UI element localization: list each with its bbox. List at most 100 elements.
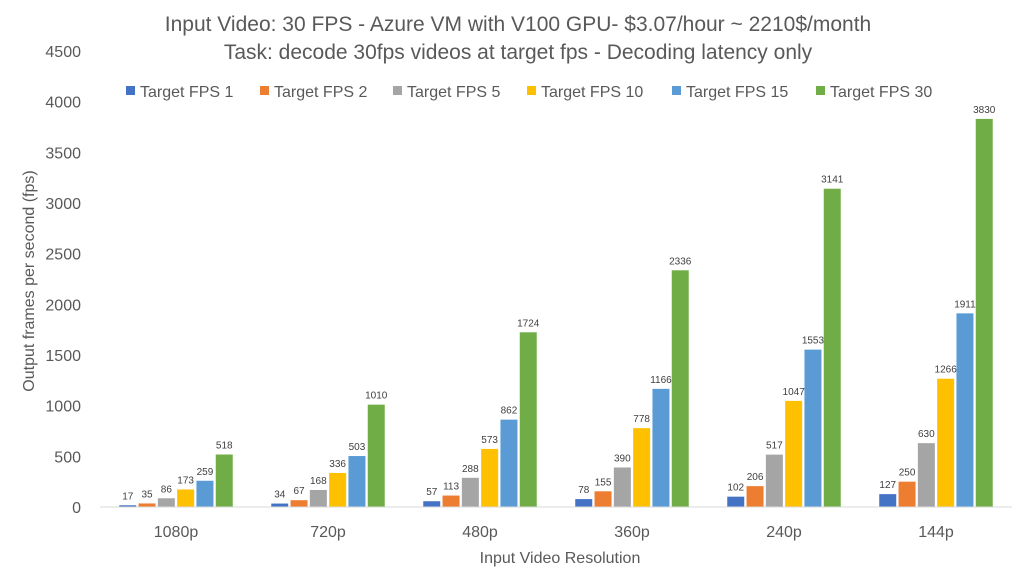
y-tick-label: 500: [54, 449, 81, 466]
legend-swatch: [393, 86, 402, 95]
y-tick-label: 4500: [45, 44, 81, 61]
bar: [461, 477, 479, 507]
y-tick-label: 2000: [45, 297, 81, 314]
x-axis-ticks: 1080p 720p 480p 360p 240p 144p: [154, 524, 954, 541]
bar: [271, 503, 289, 507]
bar: [975, 118, 993, 507]
data-label: 155: [595, 477, 612, 488]
bar: [956, 313, 974, 507]
bar: [348, 456, 366, 507]
bar: [575, 499, 593, 507]
bar: [594, 491, 612, 507]
data-label: 390: [614, 453, 631, 464]
bar: [785, 400, 803, 507]
y-tick-label: 1500: [45, 348, 81, 365]
data-label: 573: [481, 435, 498, 446]
data-label: 517: [766, 441, 783, 452]
y-tick-label: 4000: [45, 95, 81, 112]
y-axis-ticks: 0 500 1000 1500 2000 2500 3000 3500 4000 4500: [45, 44, 81, 517]
data-label: 206: [747, 472, 764, 483]
data-label: 1911: [954, 299, 976, 310]
data-label: 250: [899, 468, 916, 479]
y-axis-title: Output frames per second (fps): [21, 170, 38, 391]
data-label: 168: [310, 476, 327, 487]
legend-swatch: [260, 86, 269, 95]
data-label: 3141: [821, 175, 844, 186]
bar: [309, 489, 327, 507]
x-axis-title: Input Video Resolution: [480, 550, 641, 567]
bar: [633, 428, 651, 507]
bar: [879, 494, 897, 507]
bar: [727, 496, 745, 507]
legend-swatch: [816, 86, 825, 95]
data-label: 259: [197, 467, 214, 478]
y-tick-label: 3500: [45, 145, 81, 162]
bar: [519, 332, 537, 507]
data-label: 78: [578, 485, 590, 496]
legend-label: Target FPS 15: [686, 84, 788, 101]
chart-subtitle: Task: decode 30fps videos at target fps …: [224, 41, 813, 64]
bar: [823, 188, 841, 507]
data-label: 518: [216, 441, 233, 452]
x-tick-label: 720p: [310, 524, 346, 541]
bar: [196, 480, 214, 507]
data-label: 17: [122, 491, 134, 502]
bar: [613, 467, 631, 507]
data-label: 778: [633, 414, 650, 425]
bar: [937, 378, 955, 507]
data-label: 288: [462, 464, 479, 475]
bar: [367, 404, 385, 507]
data-label: 630: [918, 429, 935, 440]
data-label: 1166: [650, 375, 672, 386]
y-tick-label: 1000: [45, 399, 81, 416]
x-tick-label: 240p: [766, 524, 802, 541]
data-label: 86: [161, 484, 173, 495]
legend-label: Target FPS 10: [541, 84, 643, 101]
data-label: 503: [349, 442, 366, 453]
legend-swatch: [672, 86, 681, 95]
bar: [329, 472, 347, 507]
bar: [765, 454, 783, 507]
x-tick-label: 360p: [614, 524, 650, 541]
bar: [898, 481, 916, 507]
data-label: 173: [177, 475, 194, 486]
bar: [119, 505, 137, 507]
bar: [652, 388, 670, 507]
data-label: 1553: [802, 336, 825, 347]
legend-label: Target FPS 5: [407, 84, 500, 101]
data-label: 1724: [517, 318, 540, 329]
bar: [746, 486, 764, 507]
bar: [177, 489, 195, 507]
data-label: 113: [443, 482, 459, 493]
data-label: 102: [727, 483, 744, 494]
data-label: 1010: [365, 391, 388, 402]
bar: [917, 443, 935, 507]
bar: [500, 419, 518, 507]
data-label: 67: [293, 486, 305, 497]
x-tick-label: 480p: [462, 524, 498, 541]
x-tick-label: 144p: [918, 524, 954, 541]
bar: [481, 448, 499, 507]
bar: [423, 501, 441, 507]
bar: [290, 500, 308, 507]
legend-label: Target FPS 2: [274, 84, 367, 101]
x-tick-label: 1080p: [154, 524, 199, 541]
legend-swatch: [527, 86, 536, 95]
legend-swatch: [126, 86, 135, 95]
chart-title: Input Video: 30 FPS - Azure VM with V100…: [165, 13, 871, 36]
legend: Target FPS 1 Target FPS 2 Target FPS 5 Targ…: [126, 84, 932, 101]
bar: [804, 349, 822, 507]
data-label: 1266: [935, 365, 958, 376]
y-tick-label: 2500: [45, 247, 81, 264]
y-tick-label: 3000: [45, 196, 81, 213]
bar: [671, 270, 689, 507]
legend-label: Target FPS 30: [830, 84, 932, 101]
legend-label: Target FPS 1: [140, 84, 233, 101]
data-label: 127: [879, 480, 896, 491]
data-label: 34: [274, 490, 286, 501]
data-label: 336: [329, 459, 346, 470]
bar: [442, 495, 460, 507]
data-label: 35: [141, 489, 153, 500]
